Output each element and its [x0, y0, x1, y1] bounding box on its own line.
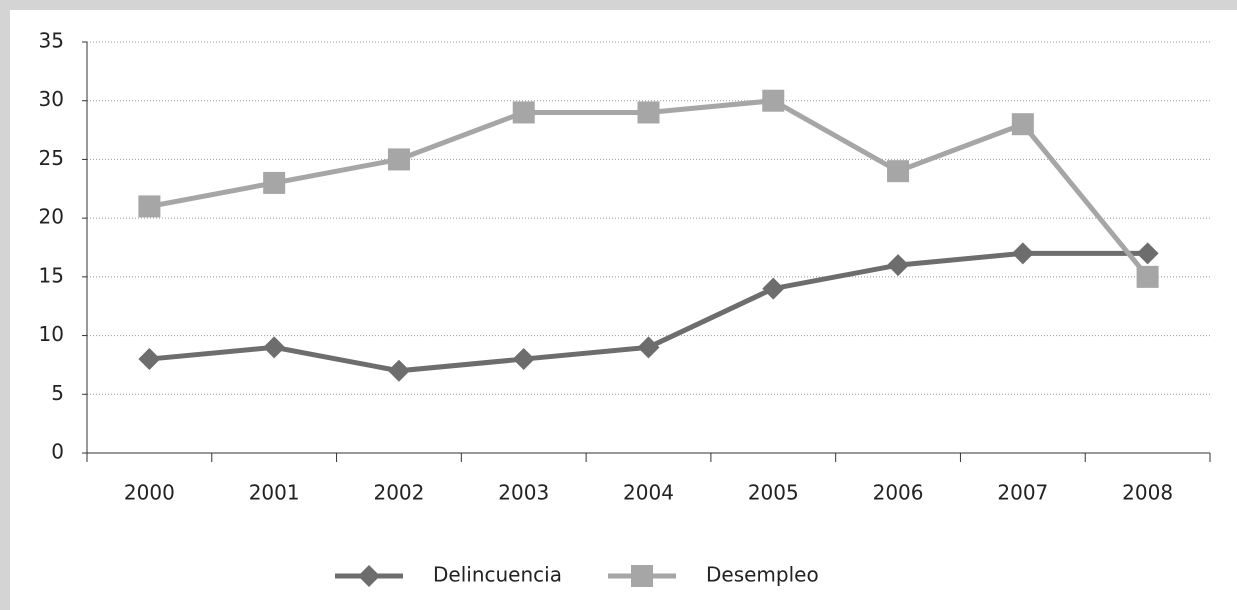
y-tick-label: 15: [39, 263, 64, 287]
point: [1136, 242, 1159, 265]
x-tick-label: 2004: [623, 481, 674, 505]
point: [263, 171, 286, 194]
point: [637, 101, 660, 124]
y-tick-label: 30: [39, 87, 64, 111]
legend-label: Delincuencia: [433, 563, 562, 587]
x-tick-label: 2008: [1122, 481, 1173, 505]
point: [512, 101, 535, 124]
y-tick-label: 10: [39, 322, 64, 346]
x-tick-label: 2001: [249, 481, 300, 505]
x-tick-label: 2003: [498, 481, 549, 505]
x-tick-label: 2007: [997, 481, 1048, 505]
y-tick-label: 25: [39, 146, 64, 170]
x-tick-label: 2000: [124, 481, 175, 505]
x-tick-label: 2005: [748, 481, 799, 505]
point: [1011, 113, 1034, 136]
frame-left: [0, 0, 10, 610]
series-line: [148, 98, 1150, 279]
point: [762, 277, 785, 300]
point: [387, 148, 410, 171]
point: [887, 254, 910, 277]
y-tick-label: 5: [51, 381, 64, 405]
point: [512, 348, 535, 371]
point: [263, 336, 286, 359]
y-tick-label: 20: [39, 205, 64, 229]
y-tick-label: 0: [51, 440, 64, 464]
point: [138, 348, 161, 371]
x-tick-label: 2006: [873, 481, 924, 505]
point: [637, 336, 660, 359]
legend-marker: [631, 565, 653, 587]
x-tick-label: 2002: [373, 481, 424, 505]
point: [138, 195, 161, 218]
point: [1136, 265, 1159, 288]
frame-top: [0, 0, 1237, 10]
y-tick-label: 35: [39, 29, 64, 53]
point: [887, 160, 910, 183]
point: [387, 359, 410, 382]
point: [762, 89, 785, 112]
legend-label: Desempleo: [706, 563, 819, 587]
legend-marker: [358, 565, 380, 587]
point: [1011, 242, 1034, 265]
